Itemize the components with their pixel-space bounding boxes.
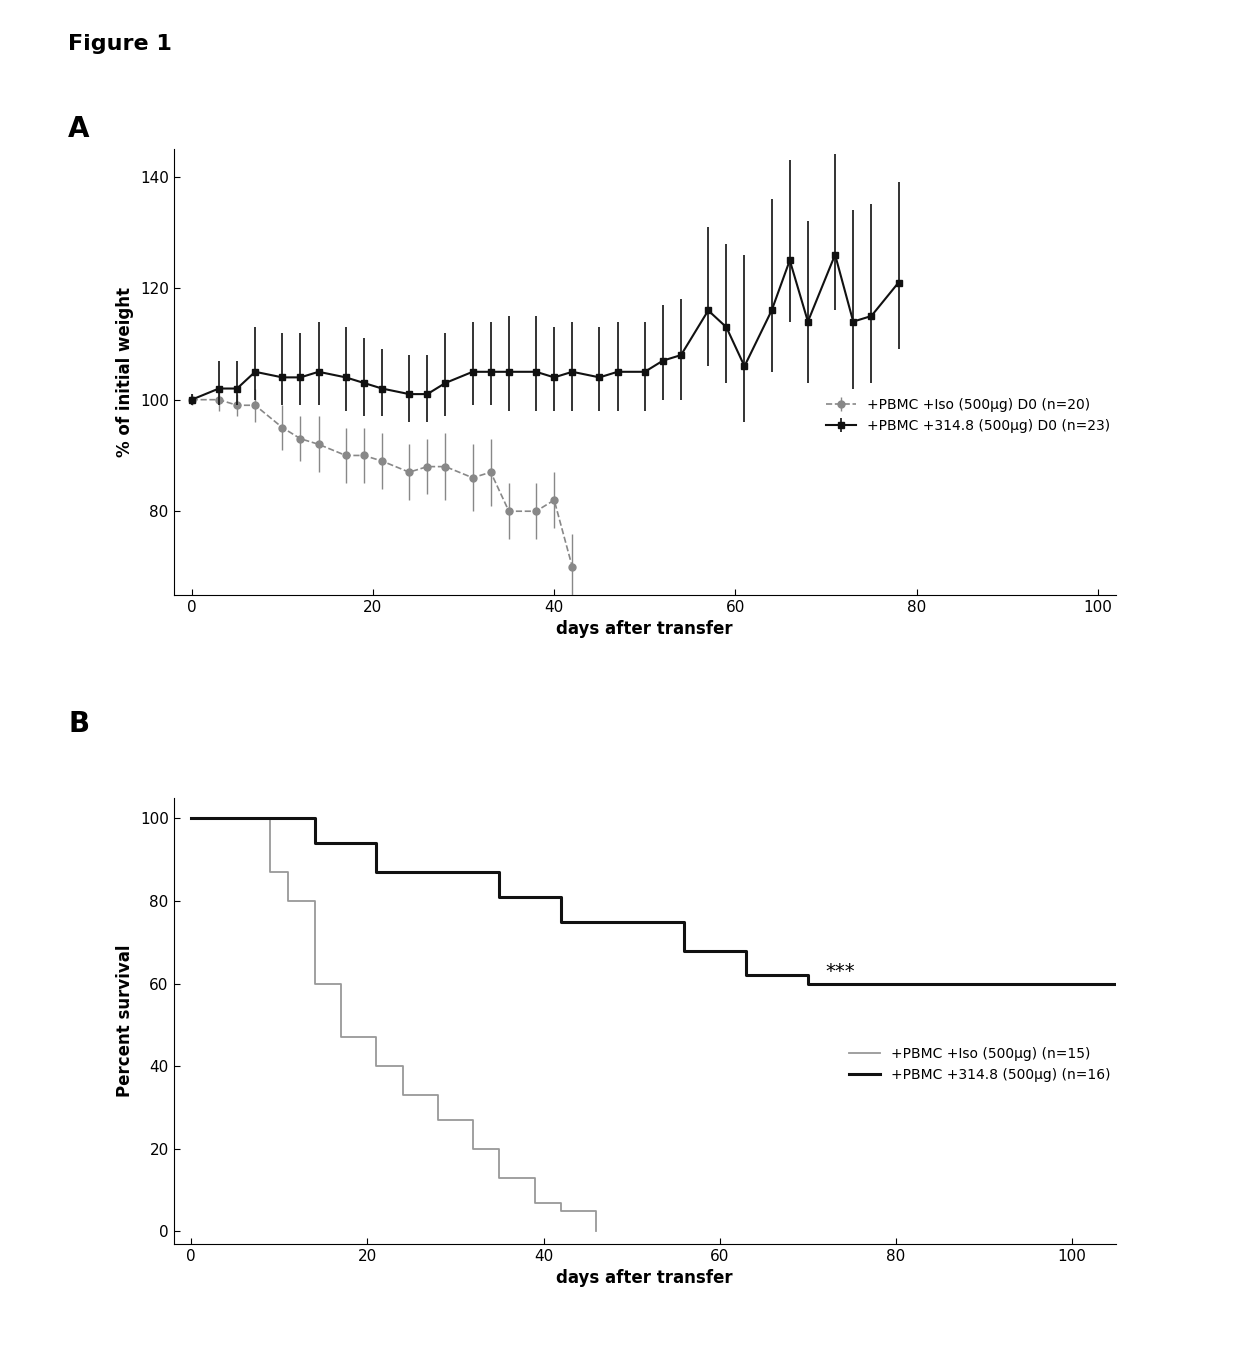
Legend: +PBMC +Iso (500μg) D0 (n=20), +PBMC +314.8 (500μg) D0 (n=23): +PBMC +Iso (500μg) D0 (n=20), +PBMC +314… <box>820 392 1116 438</box>
+PBMC +Iso (500μg) (n=15) <box>492 1141 507 1157</box>
+PBMC +Iso (500μg) (n=15) <box>492 1169 507 1186</box>
+PBMC +314.8 (500μg) (n=16) <box>677 914 692 930</box>
+PBMC +314.8 (500μg) (n=16) <box>677 942 692 959</box>
+PBMC +Iso (500μg) (n=15) <box>334 976 348 992</box>
+PBMC +Iso (500μg) (n=15) <box>589 1224 604 1240</box>
+PBMC +Iso (500μg) (n=15) <box>589 1203 604 1220</box>
+PBMC +Iso (500μg) (n=15) <box>396 1059 410 1075</box>
+PBMC +314.8 (500μg) (n=16) <box>308 836 322 852</box>
Text: Figure 1: Figure 1 <box>68 34 172 54</box>
+PBMC +Iso (500μg) (n=15) <box>527 1169 542 1186</box>
Line: +PBMC +314.8 (500μg) (n=16): +PBMC +314.8 (500μg) (n=16) <box>191 818 1116 984</box>
Y-axis label: Percent survival: Percent survival <box>117 945 134 1096</box>
Legend: +PBMC +Iso (500μg) (n=15), +PBMC +314.8 (500μg) (n=16): +PBMC +Iso (500μg) (n=15), +PBMC +314.8 … <box>843 1041 1116 1087</box>
+PBMC +314.8 (500μg) (n=16) <box>430 864 445 880</box>
+PBMC +314.8 (500μg) (n=16) <box>368 836 383 852</box>
+PBMC +314.8 (500μg) (n=16) <box>554 914 569 930</box>
+PBMC +Iso (500μg) (n=15) <box>280 864 295 880</box>
+PBMC +314.8 (500μg) (n=16) <box>308 810 322 826</box>
+PBMC +314.8 (500μg) (n=16) <box>492 888 507 904</box>
+PBMC +Iso (500μg) (n=15) <box>308 976 322 992</box>
Text: B: B <box>68 710 89 738</box>
+PBMC +314.8 (500μg) (n=16) <box>492 864 507 880</box>
+PBMC +Iso (500μg) (n=15) <box>554 1203 569 1220</box>
+PBMC +Iso (500μg) (n=15) <box>334 1029 348 1045</box>
+PBMC +Iso (500μg) (n=15) <box>368 1059 383 1075</box>
+PBMC +314.8 (500μg) (n=16) <box>800 976 815 992</box>
+PBMC +Iso (500μg) (n=15) <box>527 1194 542 1210</box>
Y-axis label: % of initial weight: % of initial weight <box>117 287 134 457</box>
+PBMC +314.8 (500μg) (n=16) <box>184 810 198 826</box>
+PBMC +314.8 (500μg) (n=16) <box>368 864 383 880</box>
+PBMC +314.8 (500μg) (n=16) <box>800 967 815 983</box>
+PBMC +314.8 (500μg) (n=16) <box>739 967 754 983</box>
+PBMC +314.8 (500μg) (n=16) <box>1109 976 1123 992</box>
+PBMC +314.8 (500μg) (n=16) <box>430 864 445 880</box>
+PBMC +Iso (500μg) (n=15) <box>465 1111 480 1128</box>
+PBMC +Iso (500μg) (n=15) <box>465 1141 480 1157</box>
Text: ***: *** <box>826 961 854 980</box>
+PBMC +Iso (500μg) (n=15) <box>368 1029 383 1045</box>
+PBMC +314.8 (500μg) (n=16) <box>1109 976 1123 992</box>
+PBMC +Iso (500μg) (n=15) <box>280 892 295 909</box>
+PBMC +Iso (500μg) (n=15) <box>184 810 198 826</box>
+PBMC +Iso (500μg) (n=15) <box>554 1194 569 1210</box>
+PBMC +314.8 (500μg) (n=16) <box>554 888 569 904</box>
+PBMC +Iso (500μg) (n=15) <box>430 1087 445 1103</box>
+PBMC +Iso (500μg) (n=15) <box>430 1111 445 1128</box>
+PBMC +314.8 (500μg) (n=16) <box>739 942 754 959</box>
+PBMC +Iso (500μg) (n=15) <box>263 864 278 880</box>
X-axis label: days after transfer: days after transfer <box>557 1270 733 1287</box>
+PBMC +Iso (500μg) (n=15) <box>396 1087 410 1103</box>
Text: A: A <box>68 115 89 143</box>
Line: +PBMC +Iso (500μg) (n=15): +PBMC +Iso (500μg) (n=15) <box>191 818 596 1232</box>
+PBMC +Iso (500μg) (n=15) <box>308 892 322 909</box>
+PBMC +Iso (500μg) (n=15) <box>263 810 278 826</box>
X-axis label: days after transfer: days after transfer <box>557 621 733 638</box>
